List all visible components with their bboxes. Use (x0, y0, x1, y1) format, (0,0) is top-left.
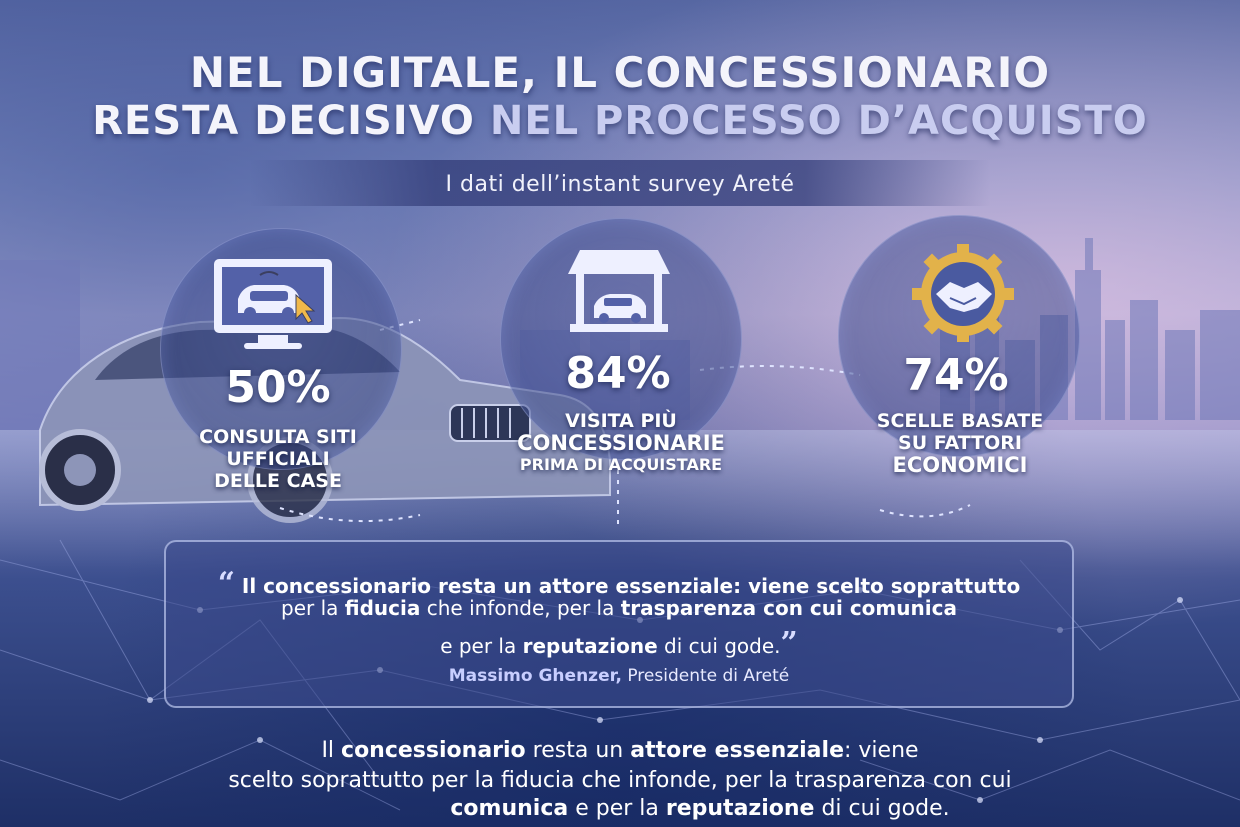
quote-text: di cui gode. (657, 634, 781, 658)
stat-caption-2: VISITA PIÙ CONCESSIONARIE PRIMA DI ACQUI… (496, 410, 746, 476)
page-title-line2: RESTA DECISIVO NEL PROCESSO D’ACQUISTO (0, 98, 1240, 144)
caption-line: UFFICIALI (226, 448, 330, 470)
caption-line: DELLE CASE (214, 470, 342, 492)
open-quote-icon: “ (217, 566, 235, 601)
page-title: NEL DIGITALE, IL CONCESSIONARIO (189, 48, 1051, 97)
stat-percent-3: 74% (903, 350, 1009, 401)
quote-emphasis: fiducia (344, 596, 421, 620)
subtitle-bar (250, 160, 990, 206)
footer-text: di cui gode. (814, 796, 950, 821)
quote-emphasis: trasparenza con cui comunica (620, 596, 957, 620)
title-rest: NEL PROCESSO D’ACQUISTO (489, 98, 1148, 144)
subtitle: I dati dell’instant survey Areté (445, 172, 795, 197)
stat-caption-3: SCELLE BASATE SU FATTORI ECONOMICI (850, 410, 1070, 476)
quote-text: che infonde, per la (420, 596, 621, 620)
footer-line-3: comunica e per la reputazione di cui god… (0, 796, 1240, 821)
stat-caption-1: CONSULTA SITI UFFICIALI DELLE CASE (178, 426, 378, 492)
dealership-icon (568, 250, 670, 332)
caption-line: ECONOMICI (892, 453, 1028, 477)
quote-line-1: “ Il concessionario resta un attore esse… (164, 566, 1074, 601)
stat-percent-2: 84% (565, 348, 671, 399)
author-role: Presidente di Areté (621, 666, 790, 686)
quote-text: e per la (440, 634, 523, 658)
caption-line: CONCESSIONARIE (517, 431, 725, 455)
footer-line-1: Il concessionario resta un attore essenz… (0, 738, 1240, 763)
footer-emphasis: attore essenziale (630, 738, 844, 763)
stat-percent-1: 50% (225, 362, 331, 413)
caption-line: SU FATTORI (898, 432, 1022, 454)
close-quote-icon: ” (780, 626, 798, 661)
caption-line: SCELLE BASATE (876, 410, 1044, 432)
footer-text: : viene (844, 738, 919, 763)
caption-line: PRIMA DI ACQUISTARE (519, 455, 723, 474)
caption-line: CONSULTA SITI (199, 426, 357, 448)
footer-emphasis: comunica (450, 796, 569, 821)
quote-text: Il concessionario resta un attore essenz… (241, 574, 1021, 598)
quote-line-3: e per la reputazione di cui gode.” (164, 626, 1074, 661)
author-name: Massimo Ghenzer, (448, 666, 622, 686)
quote-author: Massimo Ghenzer, Presidente di Areté (164, 666, 1074, 686)
handshake-gear-icon (912, 244, 1014, 342)
quote-text: per la (281, 596, 345, 620)
footer-emphasis: concessionario (341, 738, 526, 763)
title-highlight: RESTA DECISIVO (92, 98, 490, 144)
quote-line-2: per la fiducia che infonde, per la trasp… (164, 596, 1074, 620)
footer-text: resta un (525, 738, 631, 763)
footer-text: e per la (568, 796, 666, 821)
monitor-car-icon (214, 259, 332, 349)
footer-text: Il (321, 738, 342, 763)
quote-emphasis: reputazione (522, 634, 658, 658)
footer-line-2: scelto soprattutto per la fiducia che in… (228, 768, 1012, 793)
caption-line: VISITA PIÙ (565, 410, 677, 432)
footer-emphasis: reputazione (665, 796, 815, 821)
quote-panel (164, 540, 1074, 708)
